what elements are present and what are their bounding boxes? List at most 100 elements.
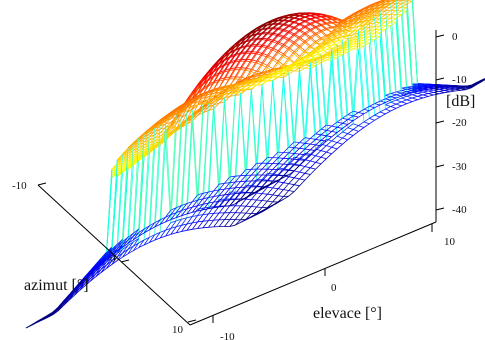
- mesh-segment: [68, 291, 75, 299]
- mesh-segment: [186, 228, 193, 231]
- mesh-segment: [304, 42, 311, 49]
- mesh-segment: [256, 168, 263, 176]
- mesh-segment: [208, 190, 214, 193]
- mesh-segment: [395, 0, 402, 5]
- mesh-segment: [304, 62, 311, 66]
- mesh-segment: [369, 18, 375, 25]
- mesh-segment: [197, 89, 204, 95]
- mesh-segment: [224, 199, 230, 201]
- mesh-segment: [293, 71, 300, 158]
- mesh-segment: [288, 147, 295, 154]
- mesh-segment: [202, 72, 209, 79]
- mesh-segment: [165, 228, 171, 231]
- mesh-segment: [299, 71, 306, 154]
- mesh-segment: [219, 188, 225, 191]
- z-axis-label: [dB]: [446, 93, 475, 110]
- mesh-segment: [299, 30, 306, 35]
- mesh-segment: [385, 104, 391, 107]
- mesh-segment: [186, 105, 193, 109]
- mesh-segment: [251, 174, 257, 182]
- mesh-segment: [320, 156, 327, 160]
- mesh-segment: [256, 45, 263, 48]
- mesh-segment: [256, 62, 263, 72]
- mesh-segment: [352, 30, 359, 112]
- mesh-segment: [176, 109, 182, 113]
- mesh-segment: [278, 17, 284, 19]
- mesh-segment: [336, 36, 343, 42]
- mesh-segment: [277, 15, 284, 19]
- mesh-segment: [315, 155, 322, 158]
- surface-mesh: [25, 0, 485, 329]
- mesh-segment: [422, 87, 429, 90]
- mesh-segment: [261, 24, 268, 28]
- azimut-tick-label: 0: [110, 253, 116, 265]
- mesh-segment: [250, 53, 257, 62]
- mesh-segment: [197, 214, 204, 223]
- mesh-segment: [374, 4, 381, 7]
- mesh-segment: [234, 92, 241, 177]
- mesh-segment: [352, 125, 359, 130]
- azimut-tick-mark: [187, 319, 197, 323]
- mesh-segment: [353, 11, 359, 15]
- mesh-segment: [154, 124, 161, 223]
- mesh-segment: [417, 83, 423, 85]
- mesh-segment: [342, 133, 349, 139]
- mesh-segment: [272, 20, 279, 22]
- mesh-segment: [385, 2, 391, 7]
- mesh-segment: [342, 34, 348, 37]
- mesh-segment: [261, 173, 268, 180]
- mesh-segment: [175, 112, 182, 208]
- mesh-segment: [283, 30, 289, 34]
- mesh-segment: [395, 95, 402, 99]
- mesh-segment: [181, 203, 188, 206]
- mesh-segment: [159, 140, 166, 233]
- mesh-segment: [208, 108, 215, 208]
- mesh-segment: [234, 219, 241, 226]
- mesh-segment: [294, 61, 300, 65]
- mesh-segment: [208, 71, 214, 77]
- mesh-segment: [358, 8, 365, 12]
- mesh-segment: [342, 114, 349, 119]
- mesh-segment: [342, 20, 348, 25]
- mesh-segment: [470, 83, 477, 88]
- mesh-segment: [310, 62, 316, 66]
- mesh-segment: [138, 239, 145, 248]
- mesh-segment: [25, 324, 32, 329]
- mesh-segment: [143, 237, 150, 246]
- mesh-segment: [278, 167, 284, 170]
- mesh-segment: [347, 14, 354, 19]
- mesh-segment: [347, 16, 354, 20]
- mesh-segment: [116, 159, 123, 166]
- mesh-segment: [288, 49, 295, 55]
- mesh-segment: [175, 117, 182, 130]
- mesh-segment: [326, 23, 332, 29]
- mesh-segment: [272, 195, 279, 203]
- mesh-segment: [358, 25, 364, 27]
- mesh-segment: [111, 248, 118, 254]
- mesh-segment: [347, 31, 354, 37]
- mesh-segment: [208, 95, 214, 100]
- mesh-segment: [208, 190, 215, 198]
- mesh-segment: [208, 196, 214, 198]
- mesh-segment: [229, 92, 236, 95]
- mesh-segment: [261, 186, 268, 194]
- mesh-segment: [175, 127, 182, 221]
- mesh-segment: [390, 21, 397, 27]
- mesh-segment: [79, 283, 86, 291]
- mesh-segment: [229, 187, 236, 189]
- mesh-segment: [245, 61, 252, 71]
- mesh-segment: [224, 70, 230, 73]
- mesh-segment: [444, 84, 450, 86]
- mesh-segment: [406, 0, 410, 2]
- mesh-segment: [261, 76, 268, 79]
- azimut-axis-label: azimut [°]: [24, 277, 89, 294]
- mesh-segment: [138, 228, 145, 233]
- mesh-segment: [213, 91, 220, 97]
- mesh-segment: [250, 192, 257, 200]
- mesh-segment: [41, 315, 48, 320]
- mesh-segment: [240, 79, 246, 82]
- mesh-segment: [288, 170, 295, 176]
- mesh-segment: [251, 52, 257, 55]
- mesh-segment: [331, 43, 338, 46]
- mesh-segment: [208, 213, 215, 221]
